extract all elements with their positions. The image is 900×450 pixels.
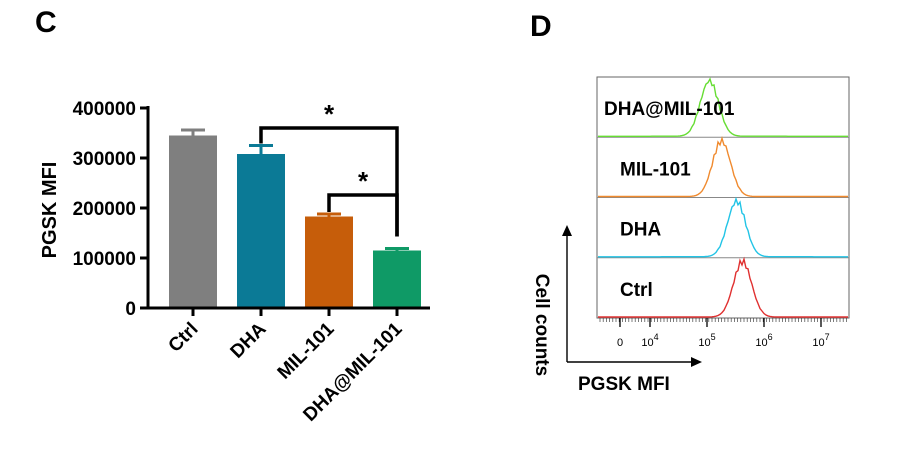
y-tick-label: 200000 [73,199,136,220]
bar-dha-mil-101 [373,250,421,308]
y-tick-label: 300000 [73,149,136,170]
significance-star: * [324,99,335,129]
x-tick-label: Ctrl [165,319,203,357]
y-tick-label: 0 [125,299,136,320]
bar-dha [237,154,285,308]
significance-star: * [358,166,369,196]
bar-chart-axes: 0 100000 200000 300000 400000 PGSK MFI Ctrl DHA… [39,99,430,426]
y-axis-label: PGSK MFI [39,162,61,259]
significance-bracket [327,193,399,237]
bar-group [169,128,421,308]
panel-c-label: C [35,6,57,39]
x-tick-label: MIL-101 [274,318,339,383]
significance-bracket [259,126,399,237]
x-tick-label: DHA [227,318,271,362]
y-tick-label: 400000 [73,99,136,120]
panel-d-label: D [530,10,552,43]
significance-brackets: ** [259,99,399,237]
bar-ctrl [169,135,217,308]
y-tick-label: 100000 [73,249,136,270]
bar-mil-101 [305,216,353,308]
